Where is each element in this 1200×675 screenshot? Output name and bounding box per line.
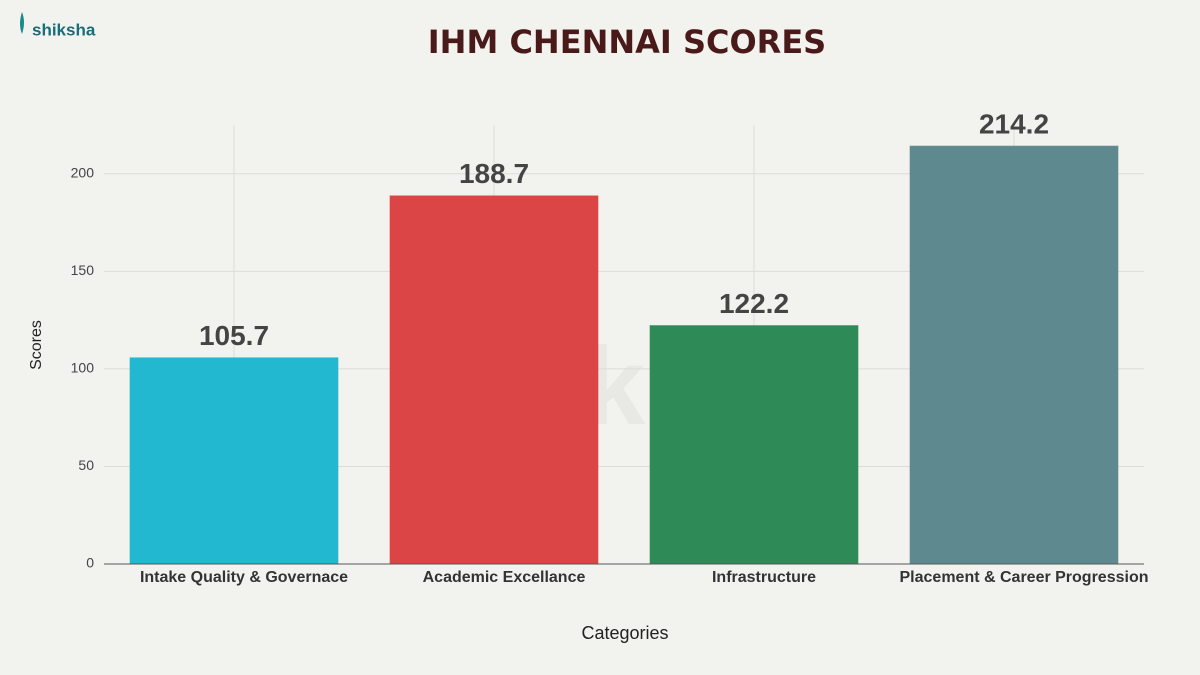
- value-label: 105.7: [199, 320, 269, 351]
- y-tick-label: 200: [71, 164, 95, 180]
- bar: [389, 195, 599, 565]
- bar: [649, 325, 859, 565]
- x-tick-label: Infrastructure: [712, 569, 816, 586]
- x-tick-label: Intake Quality & Governace: [140, 569, 348, 586]
- chart-title: IHM CHENNAI SCORES: [428, 23, 826, 61]
- bar: [909, 145, 1119, 565]
- y-tick-label: 150: [71, 262, 95, 278]
- y-tick-label: 0: [86, 555, 94, 571]
- y-tick-label: 100: [71, 360, 95, 376]
- x-tick-label: Academic Excellance: [423, 569, 586, 586]
- y-tick-label: 50: [78, 457, 94, 473]
- bar: [129, 357, 339, 565]
- logo-icon: [20, 12, 24, 34]
- x-axis-label: Categories: [581, 623, 668, 643]
- value-label: 122.2: [719, 288, 789, 319]
- x-tick-label: Placement & Career Progression: [900, 569, 1149, 586]
- logo: shiksha: [32, 20, 96, 39]
- value-label: 214.2: [979, 108, 1049, 139]
- y-axis-label: Scores: [28, 320, 45, 370]
- value-label: 188.7: [459, 158, 529, 189]
